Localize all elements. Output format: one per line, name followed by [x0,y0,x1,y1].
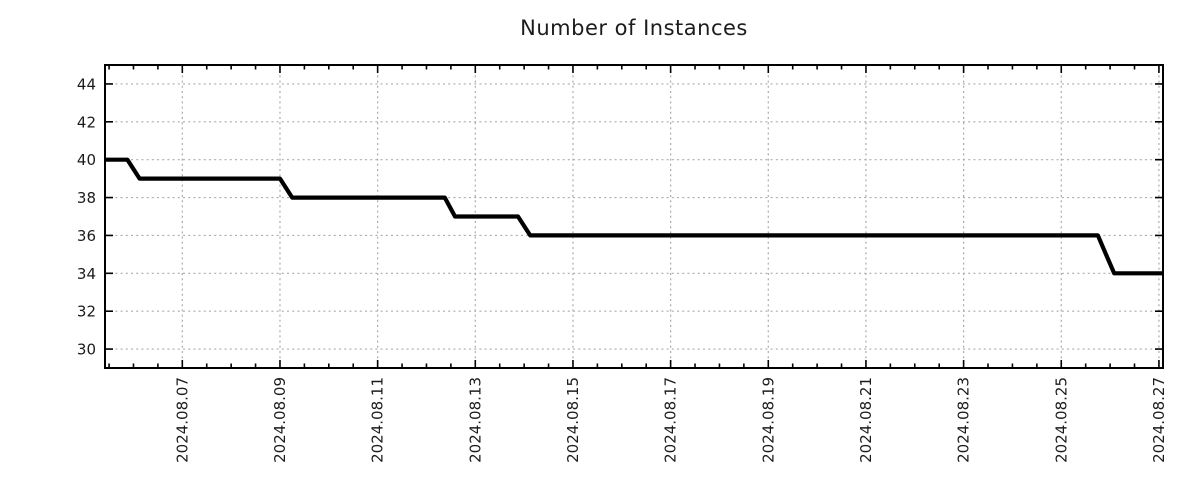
x-tick-label: 2024.08.27 [1150,377,1168,463]
x-tick-label: 2024.08.23 [955,377,973,463]
x-tick-label: 2024.08.19 [759,377,777,463]
y-tick-label: 44 [77,75,96,93]
y-tick-label: 36 [77,227,96,245]
y-tick-label: 32 [77,303,96,321]
x-tick-label: 2024.08.25 [1052,377,1070,463]
x-tick-label: 2024.08.07 [173,377,191,463]
x-tick-label: 2024.08.15 [564,377,582,463]
x-tick-label: 2024.08.13 [466,377,484,463]
y-tick-label: 30 [77,341,96,359]
chart-title: Number of Instances [520,16,748,40]
x-tick-label: 2024.08.17 [662,377,680,463]
x-tick-label: 2024.08.09 [271,377,289,463]
y-tick-label: 34 [77,265,96,283]
y-tick-label: 42 [77,113,96,131]
y-tick-label: 40 [77,151,96,169]
x-tick-label: 2024.08.21 [857,377,875,463]
x-tick-label: 2024.08.11 [369,377,387,463]
plot-border [104,64,1164,369]
y-tick-label: 38 [77,189,96,207]
data-line-instances [105,157,1163,276]
